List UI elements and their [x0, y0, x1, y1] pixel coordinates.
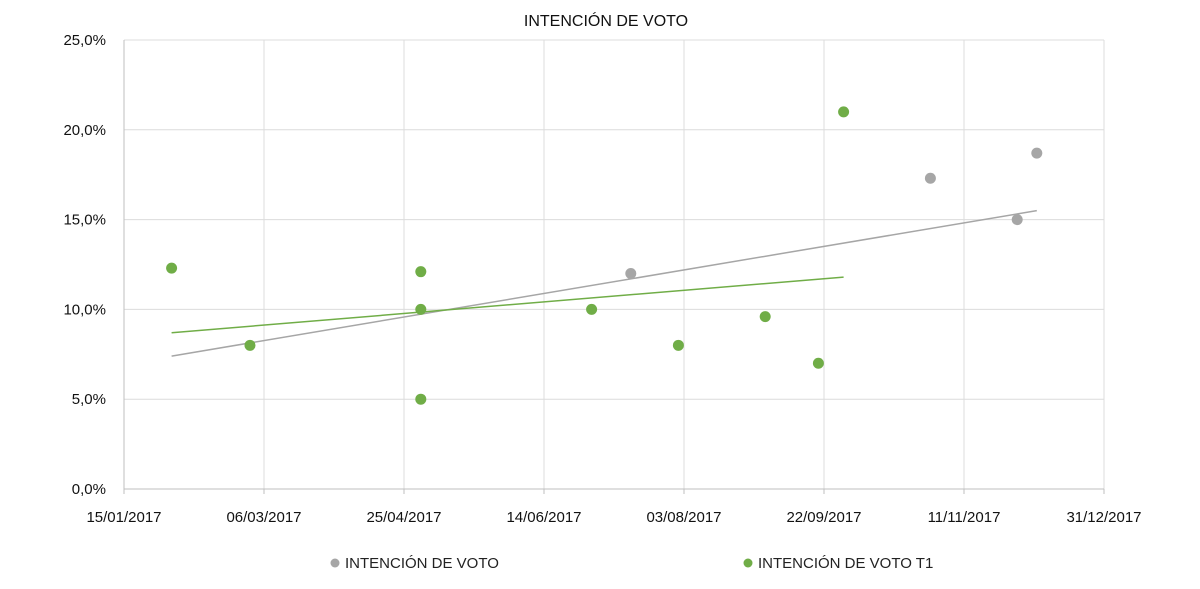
point-series-1[interactable] — [924, 172, 936, 184]
legend-marker-series-1 — [330, 558, 340, 568]
legend[interactable]: INTENCIÓN DE VOTO INTENCIÓN DE VOTO T1 — [330, 555, 934, 572]
point-series-2[interactable] — [415, 393, 427, 405]
x-tick-label: 31/12/2017 — [1066, 509, 1141, 526]
point-series-1[interactable] — [1011, 214, 1023, 226]
x-tick-label: 14/06/2017 — [506, 509, 581, 526]
y-tick-label: 0,0% — [72, 481, 106, 498]
point-series-2[interactable] — [672, 339, 684, 351]
point-series-2[interactable] — [166, 262, 178, 274]
trendline-series-1 — [171, 209, 1037, 357]
gridlines — [123, 39, 1105, 490]
legend-item-series-1[interactable]: INTENCIÓN DE VOTO — [330, 555, 499, 572]
point-series-2[interactable] — [812, 357, 824, 369]
point-series-2[interactable] — [415, 303, 427, 315]
y-tick-label: 20,0% — [63, 122, 106, 139]
y-tick-label: 10,0% — [63, 301, 106, 318]
point-series-1[interactable] — [625, 267, 637, 279]
x-tick-label: 06/03/2017 — [226, 509, 301, 526]
y-tick-label: 15,0% — [63, 212, 106, 229]
x-tick-label: 15/01/2017 — [86, 509, 161, 526]
y-tick-label: 25,0% — [63, 32, 106, 49]
legend-label-series-1: INTENCIÓN DE VOTO — [345, 555, 499, 572]
x-axis: 15/01/2017 06/03/2017 25/04/2017 14/06/2017… — [86, 488, 1142, 526]
point-series-1[interactable] — [1031, 147, 1043, 159]
point-series-2[interactable] — [838, 106, 850, 118]
x-tick-label: 03/08/2017 — [646, 509, 721, 526]
x-tick-label: 25/04/2017 — [366, 509, 441, 526]
point-series-2[interactable] — [244, 339, 256, 351]
point-series-2[interactable] — [415, 266, 427, 278]
y-tick-label: 5,0% — [72, 391, 106, 408]
x-tick-label: 22/09/2017 — [786, 509, 861, 526]
point-series-2[interactable] — [586, 303, 598, 315]
y-axis: 0,0% 5,0% 10,0% 15,0% 20,0% 25,0% — [63, 32, 125, 498]
trendlines — [171, 209, 1037, 357]
point-series-2[interactable] — [759, 311, 771, 323]
data-points — [166, 106, 1043, 405]
legend-item-series-2[interactable]: INTENCIÓN DE VOTO T1 — [743, 555, 934, 572]
x-tick-label: 11/11/2017 — [928, 509, 1001, 526]
chart-title: INTENCIÓN DE VOTO — [524, 11, 688, 30]
trendline-series-2 — [171, 276, 844, 334]
legend-label-series-2: INTENCIÓN DE VOTO T1 — [758, 555, 933, 572]
legend-marker-series-2 — [743, 558, 753, 568]
